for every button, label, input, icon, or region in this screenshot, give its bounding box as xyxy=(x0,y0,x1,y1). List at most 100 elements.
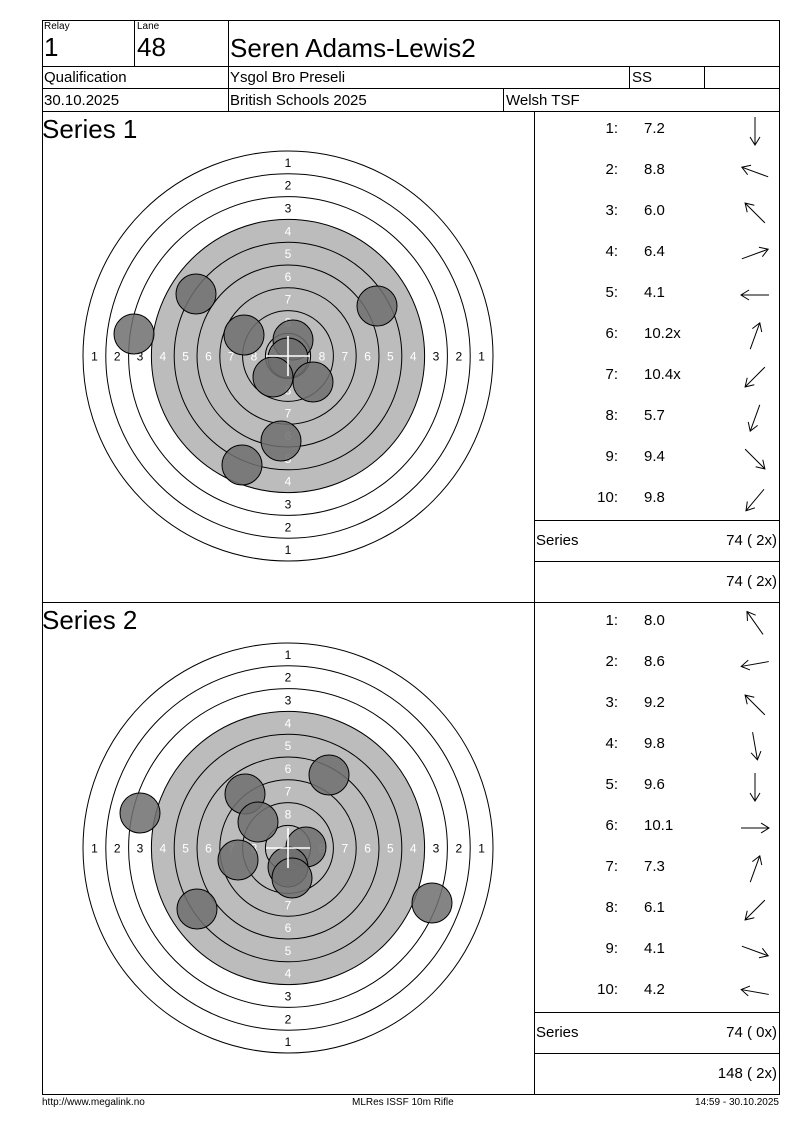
shot-number: 4: xyxy=(605,243,618,260)
ring-label: 8 xyxy=(285,808,292,822)
ring-label: 6 xyxy=(205,350,212,364)
direction-arrow-icon xyxy=(740,985,769,997)
shot-number: 10: xyxy=(597,489,618,506)
header-divider xyxy=(228,20,229,111)
ring-label: 1 xyxy=(478,350,485,364)
shot-hit xyxy=(223,314,265,356)
shot-number: 3: xyxy=(605,202,618,219)
shot-score: 6.4 xyxy=(644,243,665,260)
target-ring xyxy=(242,310,334,402)
header-divider xyxy=(42,111,780,112)
shot-number: 8: xyxy=(605,407,618,424)
shot-score: 10.4x xyxy=(644,366,681,383)
shot-number: 6: xyxy=(605,325,618,342)
series-2-target: 11112222333344445555666677778888 xyxy=(82,642,494,1054)
shot-score: 9.8 xyxy=(644,735,665,752)
ring-label: 5 xyxy=(285,944,292,958)
ring-label: 5 xyxy=(387,350,394,364)
header-divider xyxy=(134,20,135,66)
shot-hit xyxy=(308,754,350,796)
shot-hit xyxy=(356,285,398,327)
header-divider xyxy=(704,66,705,88)
header-divider xyxy=(42,88,780,89)
target-ring xyxy=(150,218,426,494)
shot-row: 7: 7.3 xyxy=(536,848,778,889)
ring-label: 4 xyxy=(410,842,417,856)
shot-hit xyxy=(237,801,279,843)
shot-score: 8.8 xyxy=(644,161,665,178)
ring-label: 4 xyxy=(285,475,292,489)
series-summary-divider xyxy=(534,561,780,562)
direction-arrow-icon xyxy=(749,117,761,146)
direction-arrow-icon xyxy=(740,659,769,671)
target-ring xyxy=(105,665,471,1031)
shot-hit xyxy=(119,792,161,834)
series-divider xyxy=(42,602,780,603)
series-1-total: 74 ( 2x) xyxy=(726,532,777,549)
direction-arrow-icon xyxy=(744,202,766,224)
shot-score: 10.1 xyxy=(644,817,674,834)
shot-hit xyxy=(175,273,217,315)
shot-hit xyxy=(113,313,155,355)
shot-row: 4: 6.4 xyxy=(536,233,778,274)
ring-label: 1 xyxy=(91,350,98,364)
shot-hit xyxy=(292,361,334,403)
direction-arrow-icon xyxy=(744,448,766,470)
shot-hit xyxy=(252,356,294,398)
direction-arrow-icon xyxy=(749,321,763,350)
direction-arrow-icon xyxy=(741,822,770,834)
ring-label: 4 xyxy=(159,350,166,364)
shot-row: 4: 9.8 xyxy=(536,725,778,766)
competition: British Schools 2025 xyxy=(230,92,367,109)
shot-row: 3: 6.0 xyxy=(536,192,778,233)
ring-label: 3 xyxy=(433,842,440,856)
shot-row: 9: 9.4 xyxy=(536,438,778,479)
series-divider xyxy=(534,111,535,1095)
lane-label: Lane xyxy=(137,21,160,32)
shot-number: 1: xyxy=(605,120,618,137)
header-divider xyxy=(503,88,504,111)
shot-row: 7: 10.4x xyxy=(536,356,778,397)
direction-arrow-icon xyxy=(744,366,766,388)
shot-row: 5: 4.1 xyxy=(536,274,778,315)
shot-number: 4: xyxy=(605,735,618,752)
shot-number: 2: xyxy=(605,653,618,670)
direction-arrow-icon xyxy=(744,694,766,716)
series-summary-divider xyxy=(534,520,780,521)
ring-label: 4 xyxy=(285,716,292,730)
direction-arrow-icon xyxy=(749,854,763,883)
shot-row: 10: 9.8 xyxy=(536,479,778,520)
series-1-running-total: 74 ( 2x) xyxy=(726,573,777,590)
series-summary-divider xyxy=(534,1012,780,1013)
ring-label: 5 xyxy=(387,842,394,856)
shot-hit xyxy=(271,857,313,899)
organisation: Welsh TSF xyxy=(506,92,580,109)
ring-label: 7 xyxy=(285,785,292,799)
shot-number: 5: xyxy=(605,776,618,793)
ring-label: 4 xyxy=(159,842,166,856)
ring-label: 2 xyxy=(285,1012,292,1026)
stage: Qualification xyxy=(44,69,127,86)
shot-number: 3: xyxy=(605,694,618,711)
target-ring xyxy=(105,173,471,539)
shot-score: 9.6 xyxy=(644,776,665,793)
shot-score: 9.2 xyxy=(644,694,665,711)
ring-label: 3 xyxy=(137,842,144,856)
scorecard-frame xyxy=(42,20,780,1095)
shot-score: 10.2x xyxy=(644,325,681,342)
ring-label: 7 xyxy=(285,898,292,912)
ring-label: 7 xyxy=(341,842,348,856)
ring-label: 2 xyxy=(114,350,121,364)
shot-score: 4.2 xyxy=(644,981,665,998)
shot-score: 5.7 xyxy=(644,407,665,424)
series-2-title: Series 2 xyxy=(42,605,138,635)
footer-timestamp: 14:59 - 30.10.2025 xyxy=(695,1097,779,1108)
header-divider xyxy=(42,66,780,67)
ring-label: 3 xyxy=(285,990,292,1004)
target-ring xyxy=(173,733,403,963)
shot-number: 10: xyxy=(597,981,618,998)
series-1-label: Series xyxy=(536,532,579,549)
target-ring xyxy=(219,779,357,917)
footer-url[interactable]: http://www.megalink.no xyxy=(42,1097,145,1108)
relay-value: 1 xyxy=(44,32,59,62)
